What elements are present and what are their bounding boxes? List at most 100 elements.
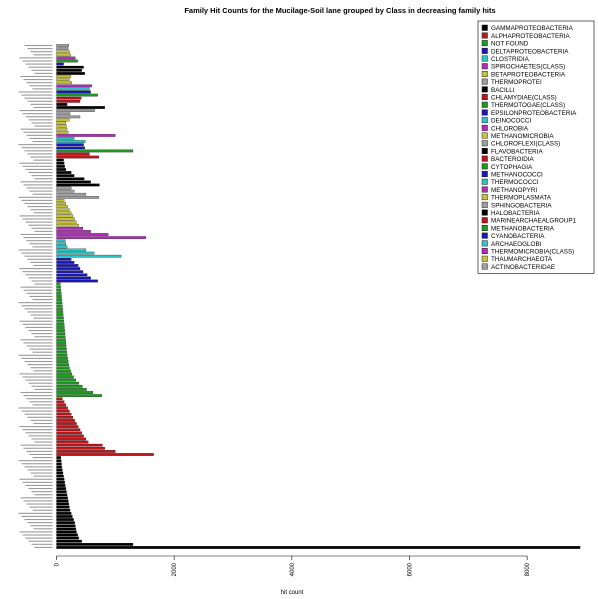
bar	[56, 363, 69, 366]
category-label	[24, 413, 53, 415]
bar	[56, 484, 66, 487]
bar	[56, 403, 67, 407]
bar	[56, 341, 67, 345]
legend-label: CHLAMYDIAE(CLASS)	[491, 95, 557, 102]
x-axis-label: hit count	[281, 590, 304, 596]
bar	[56, 481, 65, 484]
category-label	[32, 351, 53, 353]
bar	[56, 323, 65, 326]
category-label	[22, 165, 53, 167]
legend-swatch	[481, 147, 488, 154]
category-label	[33, 212, 53, 214]
legend-label: CHLOROFLEXI(CLASS)	[491, 141, 560, 148]
legend-swatch	[481, 94, 488, 101]
category-label	[33, 528, 53, 530]
category-label	[30, 156, 53, 158]
bar	[56, 344, 67, 348]
bar	[56, 298, 62, 301]
bar	[56, 121, 67, 125]
category-label	[29, 295, 53, 297]
category-label	[22, 534, 53, 536]
bar	[56, 161, 65, 165]
category-label	[28, 171, 53, 174]
bar	[56, 508, 71, 512]
bar	[56, 270, 84, 274]
category-label	[28, 435, 53, 437]
category-label	[24, 202, 53, 205]
category-label	[18, 354, 53, 356]
category-label	[22, 429, 53, 431]
bar	[56, 446, 105, 450]
bar	[56, 354, 68, 357]
bar	[56, 543, 134, 546]
bar	[56, 118, 70, 122]
legend-label: THERMOPROTEI	[491, 79, 542, 86]
x-tick-label: 2000	[172, 562, 178, 576]
bar	[56, 208, 70, 212]
bar	[56, 282, 61, 286]
category-label	[29, 85, 53, 87]
bar	[56, 106, 105, 109]
category-label	[19, 57, 53, 59]
legend-label: THERMOCOCCI	[491, 179, 539, 186]
bar	[56, 130, 69, 134]
bar	[56, 292, 62, 295]
category-label	[20, 444, 53, 446]
bar	[56, 301, 63, 305]
legend-swatch	[481, 32, 488, 39]
category-label	[23, 237, 53, 239]
category-label	[27, 469, 53, 471]
legend: GAMMAPROTEOBACTERIAALPHAPROTEOBACTERIANO…	[477, 20, 595, 274]
bar	[56, 310, 64, 314]
category-label	[29, 401, 53, 403]
legend-swatch	[481, 109, 488, 116]
bar	[56, 59, 78, 63]
category-label	[34, 546, 53, 548]
category-label	[34, 388, 53, 390]
legend-swatch	[481, 117, 488, 124]
bar	[56, 369, 71, 373]
legend-swatch	[481, 163, 488, 170]
category-label	[26, 292, 53, 294]
category-label	[25, 537, 53, 539]
category-label	[18, 91, 53, 93]
legend-swatch	[481, 224, 488, 231]
bar	[56, 93, 98, 97]
bar	[56, 205, 68, 208]
category-label	[31, 280, 53, 282]
category-label	[27, 311, 53, 313]
legend-frame	[477, 20, 595, 274]
bar	[56, 124, 67, 128]
bar	[56, 546, 581, 549]
legend-label: METHANOMICROBIA	[491, 133, 554, 140]
bar	[56, 313, 64, 317]
legend-swatch	[481, 240, 488, 247]
category-label	[20, 128, 53, 130]
category-label	[25, 432, 53, 434]
bar	[56, 397, 63, 401]
category-label	[34, 441, 53, 443]
category-label	[31, 333, 53, 335]
bar	[56, 295, 62, 298]
x-axis: 0 2000 4000 6000 8000	[55, 555, 531, 576]
category-label	[20, 497, 53, 499]
legend-swatch	[481, 24, 488, 31]
legend-label: SPIROCHAETES(CLASS)	[491, 64, 565, 71]
bar	[56, 75, 71, 78]
bar	[56, 261, 75, 264]
legend-label: FLAVOBACTERIA	[491, 148, 543, 155]
bar	[56, 468, 63, 472]
bar	[56, 415, 74, 419]
category-label	[24, 255, 53, 257]
legend-label: METHANOPYRI	[491, 187, 537, 194]
bar	[56, 443, 103, 447]
bar	[56, 183, 100, 187]
bar	[56, 202, 67, 205]
bar	[56, 112, 71, 116]
bar	[56, 84, 92, 88]
bar	[56, 285, 61, 289]
category-label	[18, 512, 53, 514]
category-label	[23, 500, 53, 502]
category-label	[22, 481, 53, 483]
category-label	[26, 450, 53, 452]
